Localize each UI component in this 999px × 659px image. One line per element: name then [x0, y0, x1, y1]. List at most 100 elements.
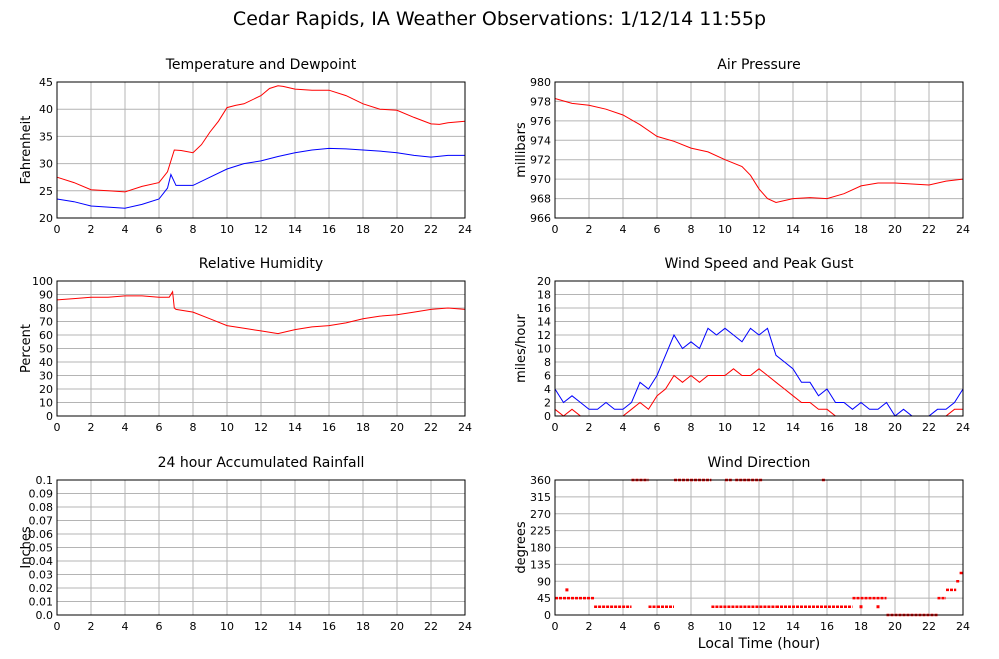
y-tick-label: 40	[39, 103, 53, 116]
y-tick-label: 90	[537, 575, 551, 588]
x-tick-label: 18	[356, 223, 370, 236]
x-tick-label: 14	[288, 223, 302, 236]
y-tick-label: 0.05	[29, 542, 54, 555]
y-tick-label: 0	[544, 609, 551, 622]
x-tick-label: 0	[54, 421, 61, 434]
y-axis-label: millibars	[514, 122, 529, 178]
y-tick-label: 0.08	[29, 501, 54, 514]
x-tick-label: 8	[688, 620, 695, 633]
x-tick-label: 24	[956, 620, 970, 633]
x-tick-label: 0	[54, 620, 61, 633]
y-tick-label: 0	[544, 410, 551, 423]
x-tick-label: 2	[586, 421, 593, 434]
y-axis-label: Inches	[19, 526, 34, 568]
plot-frame	[56, 81, 466, 219]
y-axis-label: miles/hour	[514, 313, 529, 382]
plot-title: Relative Humidity	[199, 256, 323, 272]
x-tick-label: 24	[458, 421, 472, 434]
y-tick-label: 14	[537, 316, 551, 329]
x-tick-label: 8	[190, 620, 197, 633]
x-tick-label: 14	[786, 620, 800, 633]
x-tick-label: 0	[552, 620, 559, 633]
x-tick-label: 22	[922, 223, 936, 236]
y-tick-label: 0.07	[29, 515, 54, 528]
x-tick-label: 10	[220, 421, 234, 434]
y-tick-label: 0.03	[29, 569, 54, 582]
x-tick-label: 22	[424, 421, 438, 434]
series-line	[56, 147, 465, 209]
y-tick-label: 35	[39, 130, 53, 143]
x-axis-label: Local Time (hour)	[698, 636, 820, 652]
y-tick-label: 8	[544, 356, 551, 369]
x-tick-label: 2	[586, 223, 593, 236]
x-tick-label: 10	[718, 620, 732, 633]
x-tick-label: 6	[156, 421, 163, 434]
x-tick-label: 24	[458, 620, 472, 633]
y-tick-label: 30	[39, 158, 53, 171]
y-tick-label: 968	[530, 193, 551, 206]
x-tick-label: 12	[752, 223, 766, 236]
y-tick-label: 978	[530, 95, 551, 108]
y-tick-label: 30	[39, 370, 53, 383]
direction-point	[565, 588, 569, 592]
x-tick-label: 10	[220, 223, 234, 236]
x-tick-label: 20	[390, 421, 404, 434]
x-tick-label: 4	[620, 421, 627, 434]
y-tick-label: 18	[537, 289, 551, 302]
x-tick-label: 8	[190, 421, 197, 434]
x-tick-label: 10	[220, 620, 234, 633]
y-tick-label: 315	[530, 491, 551, 504]
x-tick-label: 18	[854, 421, 868, 434]
page-title: Cedar Rapids, IA Weather Observations: 1…	[232, 8, 767, 30]
plot-frame	[56, 280, 466, 417]
x-tick-label: 8	[688, 421, 695, 434]
x-tick-label: 20	[888, 223, 902, 236]
x-tick-label: 22	[922, 421, 936, 434]
plot-title: Temperature and Dewpoint	[165, 57, 357, 73]
x-tick-label: 20	[390, 620, 404, 633]
x-tick-label: 6	[654, 620, 661, 633]
y-tick-label: 0.02	[29, 582, 54, 595]
y-tick-label: 70	[39, 316, 53, 329]
y-tick-label: 25	[39, 185, 53, 198]
x-tick-label: 22	[922, 620, 936, 633]
series-line	[554, 98, 964, 204]
y-tick-label: 12	[537, 329, 551, 342]
x-tick-label: 2	[586, 620, 593, 633]
plot-title: Wind Speed and Peak Gust	[665, 256, 854, 272]
y-axis-label: Fahrenheit	[19, 116, 34, 185]
x-tick-label: 18	[356, 620, 370, 633]
x-tick-label: 16	[820, 620, 834, 633]
series-line	[56, 290, 466, 335]
plot-frame	[554, 81, 964, 219]
y-tick-label: 180	[530, 542, 551, 555]
y-tick-label: 360	[530, 474, 551, 487]
x-tick-label: 12	[752, 421, 766, 434]
x-tick-label: 10	[718, 421, 732, 434]
y-tick-label: 976	[530, 115, 551, 128]
x-tick-label: 16	[820, 223, 834, 236]
x-tick-label: 4	[122, 223, 129, 236]
x-tick-label: 16	[322, 223, 336, 236]
plot-frame	[56, 479, 466, 616]
y-tick-label: 6	[544, 370, 551, 383]
x-tick-label: 0	[552, 223, 559, 236]
y-tick-label: 0.06	[29, 528, 54, 541]
x-tick-label: 20	[888, 421, 902, 434]
y-tick-label: 45	[537, 592, 551, 605]
x-tick-label: 6	[654, 223, 661, 236]
y-tick-label: 50	[39, 343, 53, 356]
x-tick-label: 12	[254, 223, 268, 236]
y-tick-label: 4	[544, 383, 551, 396]
y-tick-label: 16	[537, 302, 551, 315]
y-tick-label: 10	[39, 397, 53, 410]
series-line	[56, 85, 466, 193]
plot-frame	[554, 479, 964, 616]
y-tick-label: 10	[537, 343, 551, 356]
